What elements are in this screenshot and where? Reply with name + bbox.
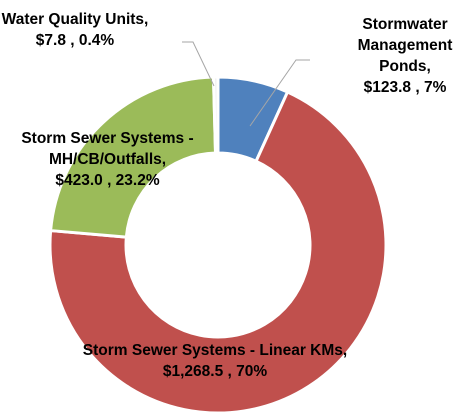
data-label: Storm Sewer Systems - Linear KMs, $1,268.… xyxy=(80,340,350,382)
leader-line xyxy=(249,59,310,127)
donut-slice xyxy=(48,90,388,415)
data-label: Stormwater Management Ponds, $123.8 , 7% xyxy=(330,14,475,98)
category-label: Stormwater Management Ponds, xyxy=(357,16,453,75)
value-label: $7.8 , 0.4% xyxy=(35,32,115,49)
donut-slice xyxy=(48,75,218,239)
donut-slice xyxy=(211,75,220,155)
category-label: Storm Sewer Systems - MH/CB/Outfalls, xyxy=(21,130,194,168)
value-label: $1,268.5 , 70% xyxy=(162,363,268,380)
data-label: Water Quality Units, $7.8 , 0.4% xyxy=(0,9,150,51)
leader-line xyxy=(182,41,215,87)
data-label: Storm Sewer Systems - MH/CB/Outfalls, $42… xyxy=(0,128,215,191)
category-label: Water Quality Units, xyxy=(1,11,149,28)
value-label: $423.0 , 23.2% xyxy=(55,172,160,189)
category-label: Storm Sewer Systems - Linear KMs, xyxy=(82,342,348,359)
value-label: $123.8 , 7% xyxy=(363,79,447,96)
